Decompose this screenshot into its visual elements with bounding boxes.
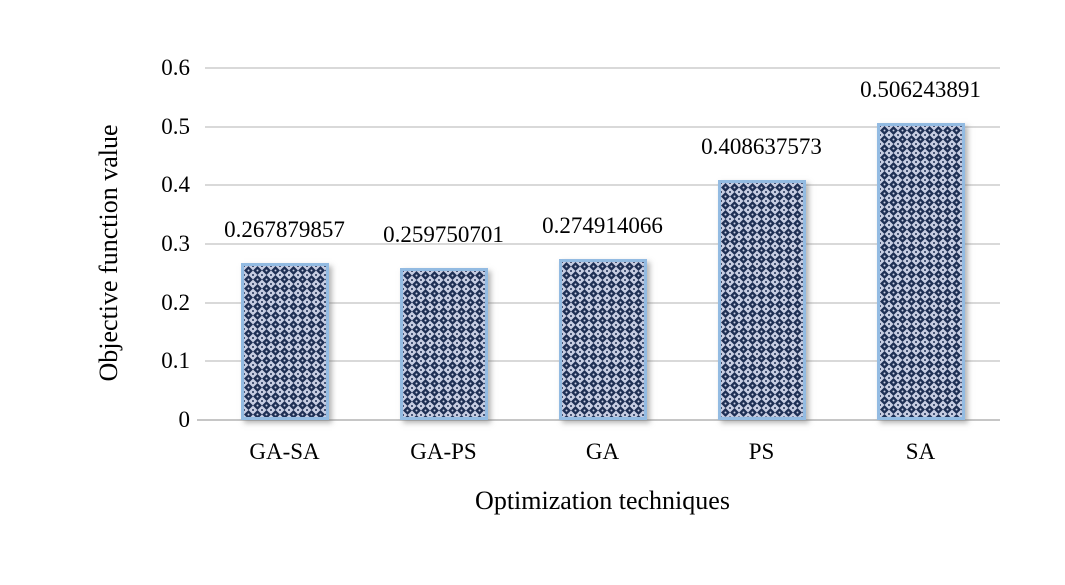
- x-category-label: SA: [905, 439, 936, 464]
- y-axis-tick-labels: 0 0.1 0.2 0.3 0.4 0.5 0.6: [0, 55, 190, 432]
- x-category-label: GA-SA: [249, 439, 320, 464]
- y-tick-label: 0.5: [161, 113, 190, 139]
- x-axis-title: Optimization techniques: [475, 486, 730, 515]
- bar-value-label: 0.267879857: [224, 216, 345, 242]
- bar-value-label: 0.506243891: [860, 77, 981, 103]
- bar-value-label: 0.408637573: [701, 134, 822, 160]
- bar-sa: [876, 123, 965, 420]
- bars-container: 0.267879857 0.259750701 0.274914066 0.40863…: [205, 68, 1000, 420]
- bar-slot: 0.267879857: [205, 68, 364, 420]
- y-tick-label: 0.2: [161, 289, 190, 315]
- x-axis-line: [197, 419, 1000, 421]
- x-category-label: GA-PS: [410, 439, 477, 464]
- bar-value-label: 0.274914066: [542, 212, 663, 238]
- bar-ga-ps: [399, 267, 488, 420]
- y-tick-label: 0: [178, 407, 191, 432]
- x-category-label: GA: [585, 439, 620, 464]
- bar-slot: 0.274914066: [523, 68, 682, 420]
- y-tick-label: 0.6: [161, 55, 190, 80]
- gridline: [205, 184, 1000, 187]
- bar-slot: 0.259750701: [364, 68, 523, 420]
- gridline: [205, 243, 1000, 245]
- bar-ps: [717, 180, 806, 420]
- plot-area: 0.267879857 0.259750701 0.274914066 0.40863…: [197, 67, 1000, 421]
- bar-slot: 0.408637573: [682, 68, 841, 420]
- bar-ga: [558, 258, 647, 420]
- bar-ga-sa: [240, 262, 329, 420]
- y-tick-label: 0.1: [161, 348, 190, 374]
- gridline: [205, 125, 1000, 128]
- bar-value-label: 0.259750701: [383, 221, 504, 247]
- bar-slot: 0.506243891: [841, 68, 1000, 420]
- y-tick-label: 0.4: [161, 172, 190, 198]
- gridline: [205, 67, 1000, 69]
- x-category-label: PS: [748, 439, 775, 464]
- y-tick-label: 0.3: [161, 231, 190, 256]
- x-axis-category-labels: GA-SA GA-PS GA PS SA: [205, 439, 1000, 465]
